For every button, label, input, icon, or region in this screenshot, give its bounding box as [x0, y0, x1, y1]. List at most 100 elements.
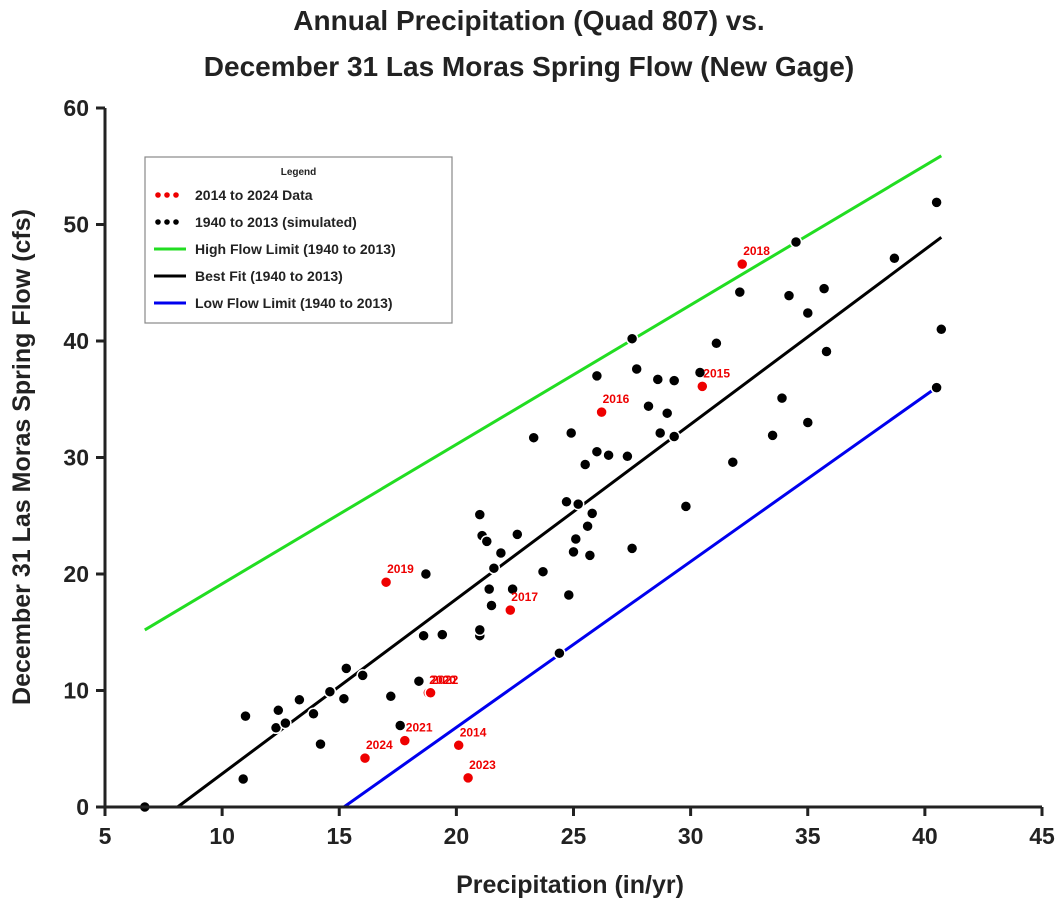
legend-entry-0: 2014 to 2024 Data [195, 187, 313, 203]
simulated-point-18 [436, 628, 449, 641]
simulated-point-21 [473, 508, 487, 521]
simulated-point-10 [337, 692, 351, 705]
data-point-1 [696, 380, 709, 393]
data-point-9 [461, 771, 475, 785]
chart-subtitle: December 31 Las Moras Spring Flow (New G… [204, 51, 854, 82]
x-tick-label-10: 10 [209, 823, 235, 849]
simulated-point-6 [293, 693, 306, 707]
simulated-point-31 [536, 565, 550, 578]
simulated-point-16 [417, 629, 430, 642]
simulated-point-67 [817, 282, 831, 295]
simulated-point-14 [393, 719, 407, 732]
simulated-point-69 [888, 252, 901, 265]
simulated-point-48 [625, 332, 639, 345]
point-label-2017: 2017 [511, 590, 538, 604]
y-tick-label-40: 40 [63, 328, 89, 354]
point-label-2024: 2024 [366, 738, 393, 752]
point-label-2015: 2015 [703, 366, 730, 380]
simulated-point-23 [480, 535, 494, 548]
x-tick-label-25: 25 [561, 823, 587, 849]
simulated-point-5 [279, 716, 292, 730]
simulated-point-52 [653, 426, 667, 440]
simulated-point-17 [419, 567, 433, 581]
simulated-point-9 [323, 685, 337, 698]
simulated-point-28 [506, 582, 519, 596]
simulated-point-11 [340, 662, 353, 675]
simulated-point-26 [487, 561, 501, 575]
y-tick-label-20: 20 [63, 561, 89, 587]
point-label-2019: 2019 [387, 562, 414, 576]
simulated-point-44 [590, 445, 604, 458]
y-tick-label-10: 10 [63, 678, 89, 704]
simulated-point-25 [485, 599, 498, 612]
simulated-point-61 [766, 429, 779, 442]
simulated-point-41 [583, 549, 597, 562]
point-label-2014: 2014 [460, 725, 487, 739]
legend-entry-3: Best Fit (1940 to 2013) [195, 268, 343, 284]
legend-title: Legend [281, 167, 317, 178]
point-label-2022: 2022 [432, 673, 459, 687]
simulated-point-1 [239, 709, 252, 723]
simulated-point-53 [660, 406, 674, 420]
simulated-point-2 [236, 772, 250, 786]
legend-entry-4: Low Flow Limit (1940 to 2013) [195, 295, 393, 311]
simulated-point-60 [733, 285, 747, 299]
data-point-2 [595, 405, 608, 419]
simulated-point-71 [930, 381, 943, 394]
x-axis-label: Precipitation (in/yr) [456, 871, 684, 899]
simulated-point-63 [782, 289, 796, 302]
simulated-point-8 [314, 737, 327, 751]
simulated-point-46 [621, 450, 634, 463]
y-axis-label: December 31 Las Moras Spring Flow (cfs) [8, 209, 36, 705]
simulated-point-50 [642, 399, 655, 413]
simulated-point-12 [356, 669, 369, 682]
simulated-point-30 [527, 431, 540, 444]
simulated-point-34 [562, 588, 576, 602]
axes: 5 10 15 20 25 30 35 40 45 0 10 20 30 40 50 60 [63, 95, 1055, 849]
simulated-point-72 [935, 323, 948, 336]
simulated-point-36 [567, 545, 580, 559]
point-label-2021: 2021 [406, 721, 433, 735]
data-point-3 [504, 603, 517, 617]
y-tick-label-30: 30 [63, 445, 89, 471]
data-point-5 [379, 575, 393, 589]
data-point-4 [735, 257, 749, 271]
x-tick-label-45: 45 [1029, 823, 1055, 849]
legend-marker-dot-0-0 [155, 192, 161, 198]
simulated-point-58 [710, 337, 723, 350]
simulated-point-39 [578, 458, 592, 471]
simulated-point-43 [590, 369, 604, 383]
simulated-point-42 [585, 507, 599, 520]
legend-marker-dot-0-1 [164, 192, 170, 198]
simulated-point-70 [930, 196, 943, 209]
line-high-flow-limit [144, 154, 943, 632]
legend-marker-dot-1-1 [164, 219, 170, 225]
legend-marker-dot-1-0 [155, 219, 161, 225]
point-label-2020: 2020 [429, 673, 456, 687]
simulated-point-65 [801, 306, 815, 320]
x-tick-label-20: 20 [444, 823, 470, 849]
simulated-point-64 [789, 235, 803, 249]
simulated-point-56 [679, 500, 693, 513]
legend-marker-dot-0-2 [173, 192, 179, 198]
simulated-point-49 [630, 362, 643, 376]
simulated-point-20 [473, 623, 487, 637]
point-label-2018: 2018 [743, 244, 770, 258]
x-tick-label-15: 15 [326, 823, 352, 849]
simulated-point-13 [384, 690, 398, 703]
data-point-0 [452, 739, 465, 752]
simulated-point-66 [801, 416, 815, 429]
legend: Legend 2014 to 2024 Data 1940 to 2013 (sim… [144, 156, 453, 324]
legend-marker-dot-1-2 [173, 219, 179, 225]
x-tick-label-40: 40 [912, 823, 938, 849]
simulated-point-35 [564, 426, 578, 440]
simulated-point-32 [553, 646, 566, 660]
simulated-point-27 [494, 546, 508, 560]
legend-entry-2: High Flow Limit (1940 to 2013) [195, 241, 396, 257]
data-point-7 [398, 734, 412, 747]
simulated-point-57 [693, 366, 707, 379]
data-point-8 [424, 686, 437, 700]
simulated-point-15 [412, 674, 426, 688]
x-tick-label-5: 5 [99, 823, 112, 849]
